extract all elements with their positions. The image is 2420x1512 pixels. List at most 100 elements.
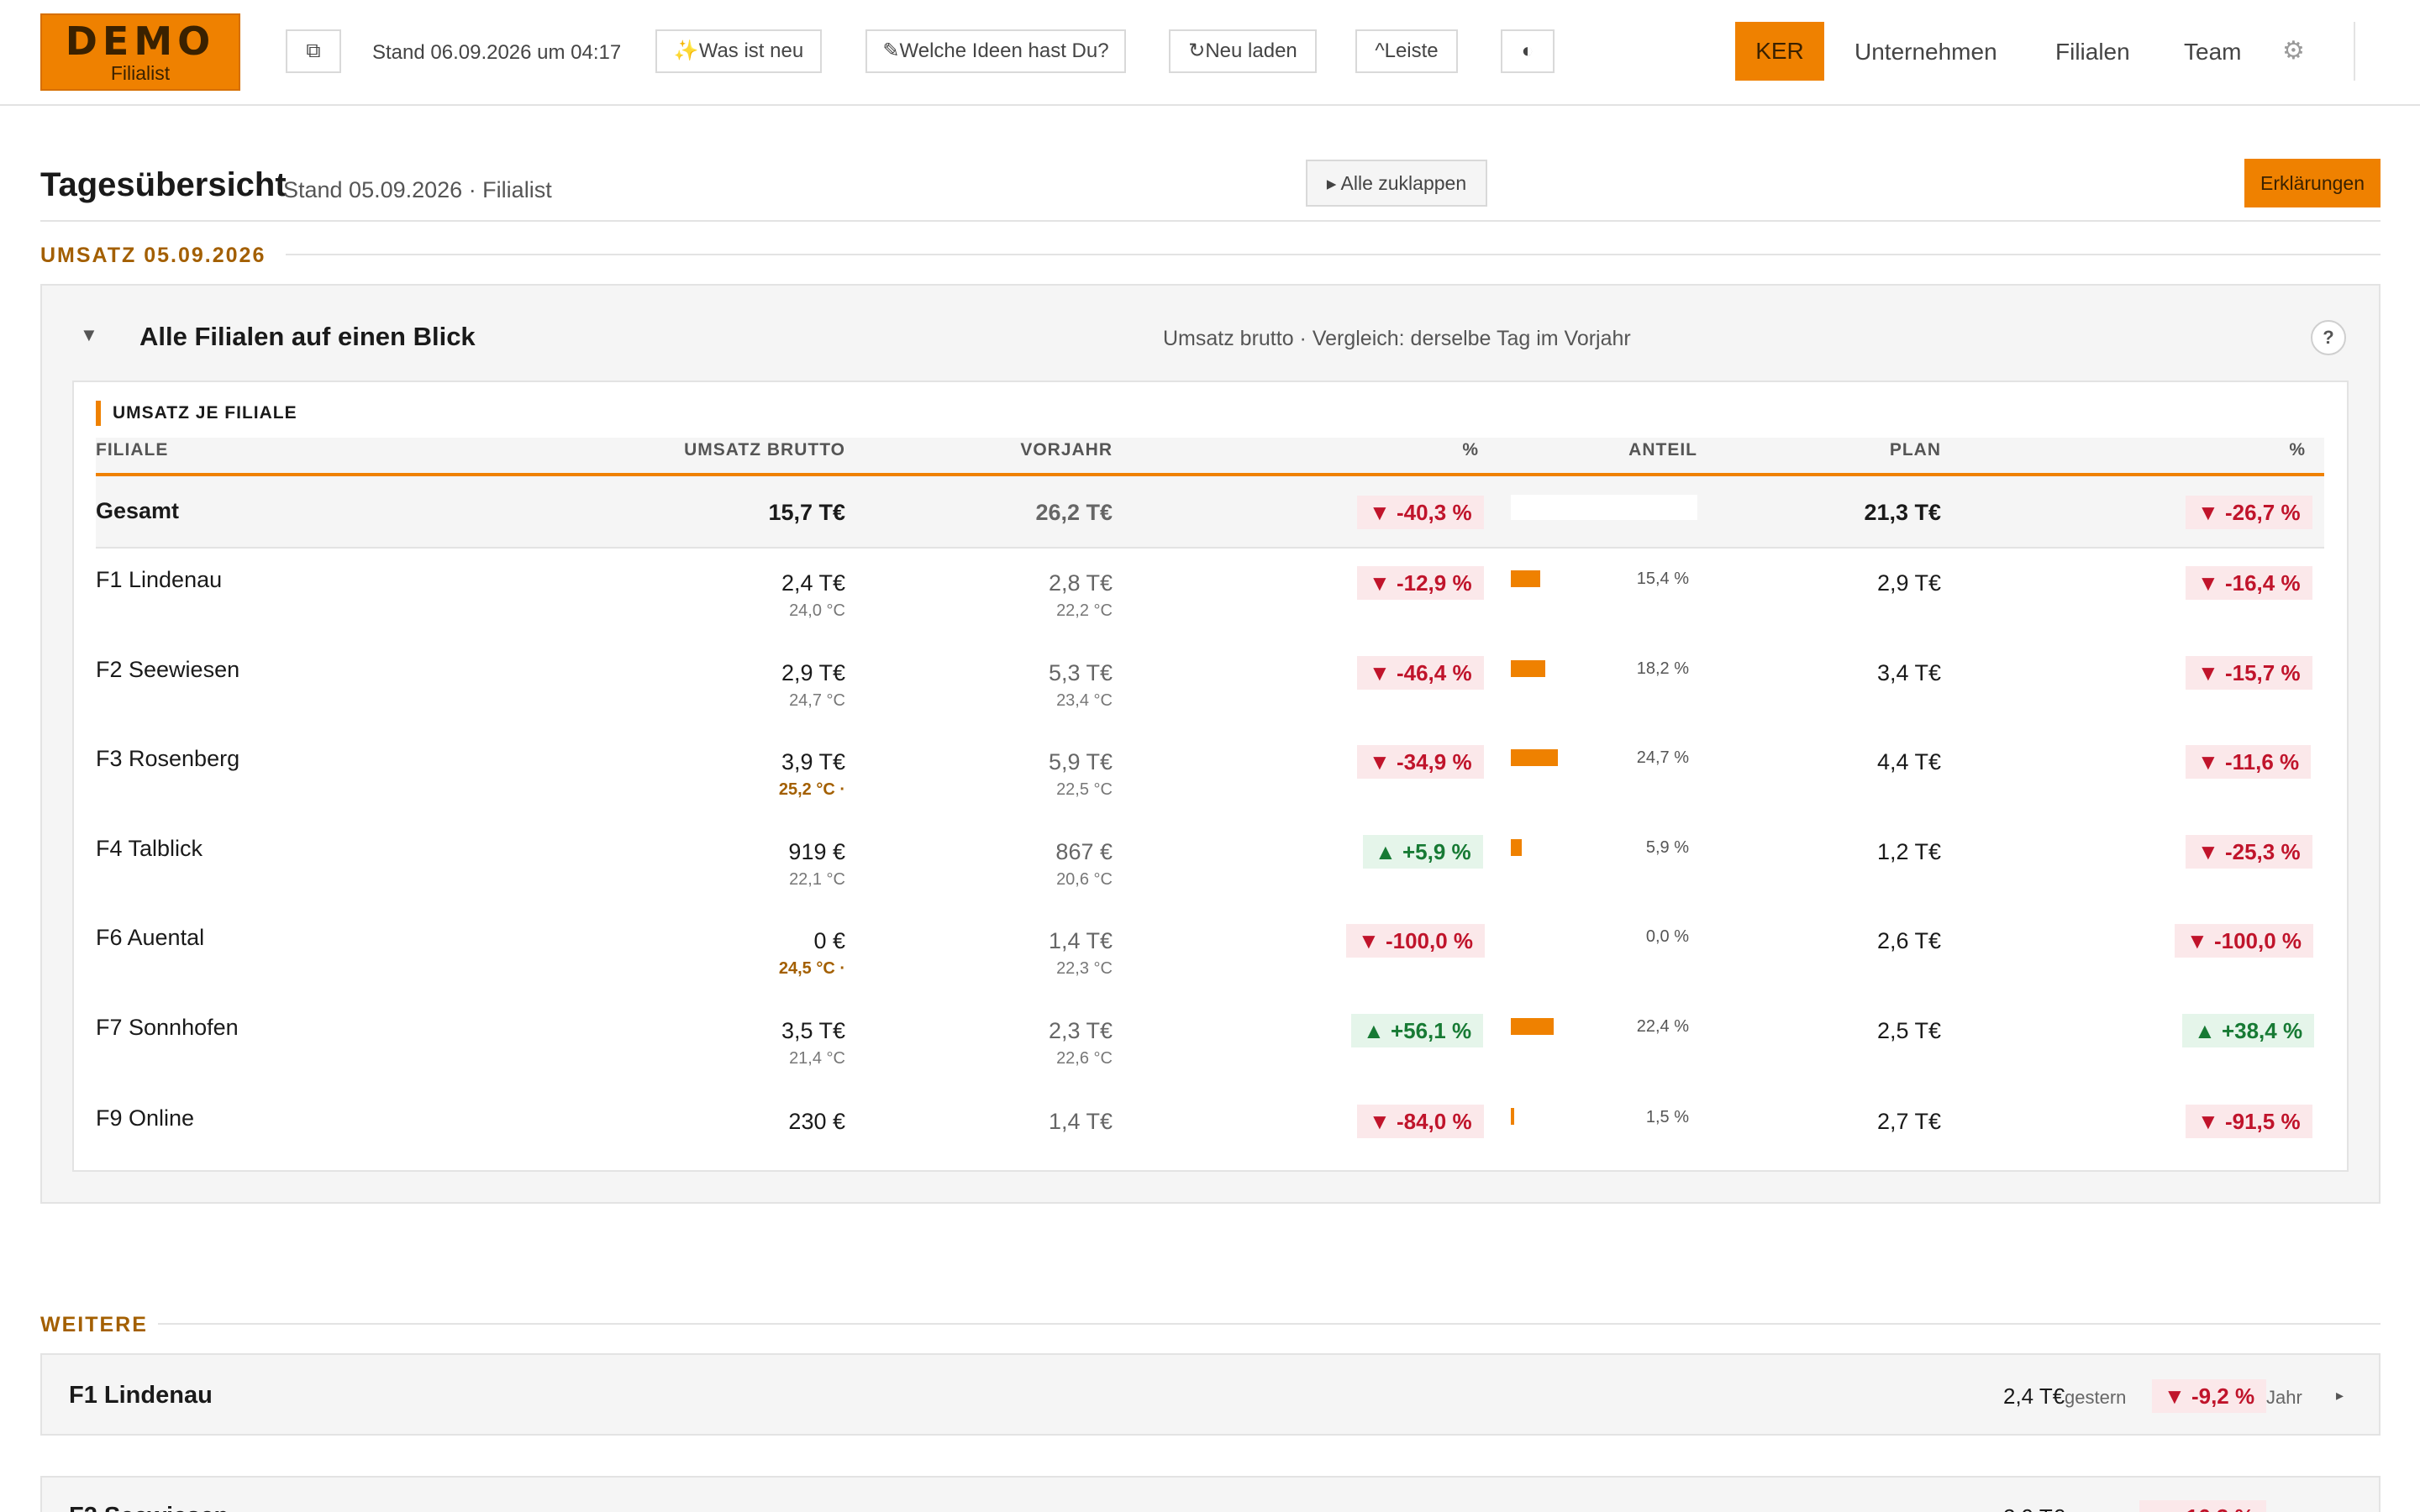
logo-subtitle: Filialist [110,62,171,84]
row-prev-temp: 22,6 °C [1056,1049,1113,1068]
row-temp: 21,4 °C [789,1049,845,1068]
branch-card[interactable] [40,1476,2381,1512]
row-temp: 24,7 °C [789,691,845,710]
row-share: 0,0 % [1645,927,1689,946]
row-prev-temp: 23,4 °C [1056,691,1113,710]
row-temp: 24,5 °C · [778,959,845,978]
row-plan: 3,4 T€ [1876,660,1941,685]
row-pct-plan: ▼ -100,0 % [2175,924,2314,958]
row-temp: 25,2 °C · [778,780,845,799]
row-pct-plan: ▼ -16,4 % [2186,566,2312,600]
row-name[interactable]: F1 Lindenau [96,567,223,592]
row-plan: 2,7 T€ [1876,1109,1941,1134]
row-name[interactable]: F4 Talblick [96,836,203,861]
branch-card-name[interactable]: F2 Seewiesen [69,1501,229,1512]
row-prev-temp: 20,6 °C [1056,870,1113,889]
share-bar [1511,839,1522,856]
collapse-all-button[interactable]: ▸ Alle zuklappen [1306,160,1487,207]
row-pct-prev: ▼ -46,4 % [1357,656,1484,690]
ideas-button[interactable]: ✎Welche Ideen hast Du? [865,29,1126,73]
table-header [96,438,2324,476]
copy-button[interactable]: ⧉ [286,29,341,73]
col-plan: PLAN [1889,440,1941,459]
nav-team[interactable]: Team [2184,39,2242,65]
row-prev: 2,3 T€ [1048,1018,1113,1043]
row-plan: 2,6 T€ [1876,928,1941,953]
panel-subtitle: Umsatz brutto · Vergleich: derselbe Tag … [1163,327,1631,350]
nav-branches[interactable]: Filialen [2055,39,2130,65]
section-label-more: WEITERE [40,1313,148,1336]
total-revenue: 15,7 T€ [768,500,845,525]
row-pct-prev: ▼ -100,0 % [1346,924,1486,958]
branch-card-value: 2,4 T€ [2003,1383,2065,1409]
share-bar [1511,570,1540,587]
row-pct-plan: ▼ -11,6 % [2186,745,2312,779]
row-name[interactable]: F2 Seewiesen [96,657,240,682]
row-prev-temp: 22,2 °C [1056,601,1113,620]
copy-icon: ⧉ [306,39,321,62]
header-divider [2354,22,2355,81]
theme-toggle-button[interactable]: ◐ [1501,29,1555,73]
branch-card-pct: ▼ -9,2 % [2152,1379,2267,1413]
col-prev-year: VORJAHR [1020,440,1113,459]
branch-card-unit: gestern [2065,1387,2127,1408]
branch-card-name[interactable]: F1 Lindenau [69,1382,213,1409]
logo[interactable]: DEMO Filialist [40,13,240,91]
row-pct-prev: ▼ -12,9 % [1357,566,1484,600]
page-title: Tagesübersicht [40,166,287,203]
chevron-right-icon[interactable]: ▸ [2336,1387,2344,1404]
row-pct-prev: ▼ -34,9 % [1357,745,1484,779]
toggle-bar-button[interactable]: ^Leiste [1355,29,1458,73]
nav-ker[interactable]: KER [1735,22,1824,81]
row-pct-plan: ▼ -91,5 % [2186,1105,2312,1138]
total-pct-prev: ▼ -40,3 % [1357,496,1484,529]
branch-card-value: 2,9 T€ [2003,1504,2065,1512]
logo-title: DEMO [65,18,216,64]
row-share: 18,2 % [1636,659,1689,678]
share-bar [1511,1108,1514,1125]
data-timestamp: Stand 06.09.2026 um 04:17 [372,41,622,64]
row-share: 15,4 % [1636,570,1689,588]
row-plan: 2,9 T€ [1876,570,1941,596]
row-name[interactable]: F9 Online [96,1105,195,1131]
explanations-button[interactable]: Erklärungen [2244,159,2381,207]
row-pct-plan: ▼ -15,7 % [2186,656,2312,690]
row-name[interactable]: F6 Auental [96,925,205,950]
col-share: ANTEIL [1628,440,1697,459]
page-subtitle: Stand 05.09.2026 · Filialist [283,177,552,202]
branch-card-period: Jahr [2266,1387,2302,1408]
row-share: 24,7 % [1636,748,1689,767]
row-share: 22,4 % [1636,1017,1689,1036]
gear-icon[interactable]: ⚙ [2282,37,2305,65]
section-rule [286,254,2381,255]
section-label-revenue: UMSATZ 05.09.2026 [40,244,266,267]
row-revenue: 2,4 T€ [781,570,845,596]
total-plan: 21,3 T€ [1864,500,1941,525]
table-row-total [96,476,2324,549]
row-prev: 2,8 T€ [1048,570,1113,596]
col-pct-prev: % [1462,440,1479,459]
share-bar [1511,749,1558,766]
chevron-down-icon[interactable]: ▼ [80,324,98,345]
panel-title[interactable]: Alle Filialen auf einen Blick [139,322,476,351]
row-temp: 22,1 °C [789,870,845,889]
share-bar [1511,1018,1554,1035]
nav-company[interactable]: Unternehmen [1854,39,1997,65]
row-plan: 2,5 T€ [1876,1018,1941,1043]
branch-card[interactable] [40,1353,2381,1436]
top-bar: DEMO Filialist ⧉ Stand 06.09.2026 um 04:… [0,0,2420,106]
contrast-icon: ◐ [1521,39,1534,62]
header-rule [40,220,2381,222]
row-name[interactable]: F7 Sonnhofen [96,1015,239,1040]
row-revenue: 919 € [788,839,845,864]
total-name: Gesamt [96,498,180,523]
whats-new-button[interactable]: ✨Was ist neu [655,29,822,73]
help-icon[interactable]: ? [2311,320,2346,355]
row-prev-temp: 22,5 °C [1056,780,1113,799]
row-prev: 5,3 T€ [1048,660,1113,685]
col-revenue: UMSATZ BRUTTO [684,440,845,459]
row-pct-prev: ▲ +5,9 % [1363,835,1483,869]
reload-button[interactable]: ↻Neu laden [1169,29,1317,73]
row-name[interactable]: F3 Rosenberg [96,746,240,771]
row-prev: 1,4 T€ [1048,928,1113,953]
